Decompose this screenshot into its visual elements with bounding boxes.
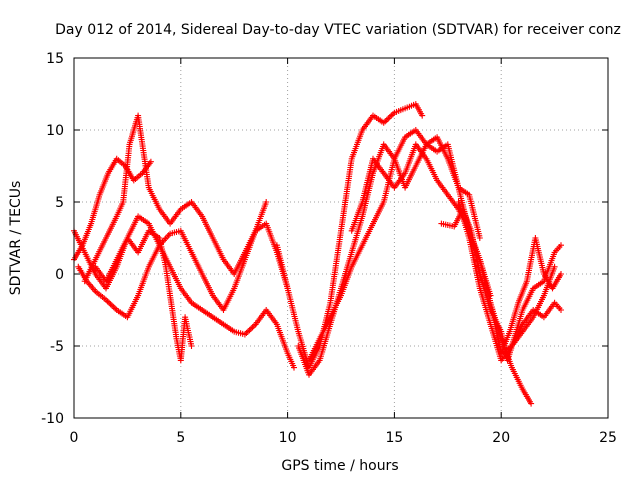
data-point [263,199,270,205]
x-tick-label: 5 [176,430,185,446]
y-tick-label: 5 [55,195,64,211]
data-point [476,235,483,241]
y-tick-label: 0 [55,267,64,283]
series-track-8 [306,127,483,364]
data-point [291,364,297,371]
data-point [558,271,564,277]
y-tick-label: 15 [46,51,64,67]
y-tick-label: -5 [50,339,64,355]
data-point [558,307,564,313]
x-tick-label: 0 [70,430,79,446]
y-axis-label: SDTVAR / TECUs [8,181,24,296]
x-tick-label: 15 [385,430,403,446]
y-tick-label: -10 [41,411,64,427]
series-line [84,115,267,282]
data-point [147,158,154,165]
axis-ticks: 0 5 10 15 20 25 -10 -5 0 5 10 15 [41,51,617,446]
chart-title: Day 012 of 2014, Sidereal Day-to-day VTE… [55,22,621,38]
series-layer [71,101,564,407]
y-tick-label: 10 [46,123,64,139]
x-axis-label: GPS time / hours [281,458,398,474]
grid [74,58,608,418]
series-track-3 [71,155,154,263]
x-tick-label: 20 [492,430,510,446]
data-point [528,400,535,407]
data-point [551,263,558,270]
x-tick-label: 10 [279,430,297,446]
data-point [558,242,564,249]
series-track-13 [455,199,558,364]
x-tick-label: 25 [599,430,617,446]
series-track-4 [81,112,270,285]
series-track-5 [92,227,195,364]
data-point [188,343,195,349]
plot-frame [73,57,609,419]
data-point [419,112,426,119]
